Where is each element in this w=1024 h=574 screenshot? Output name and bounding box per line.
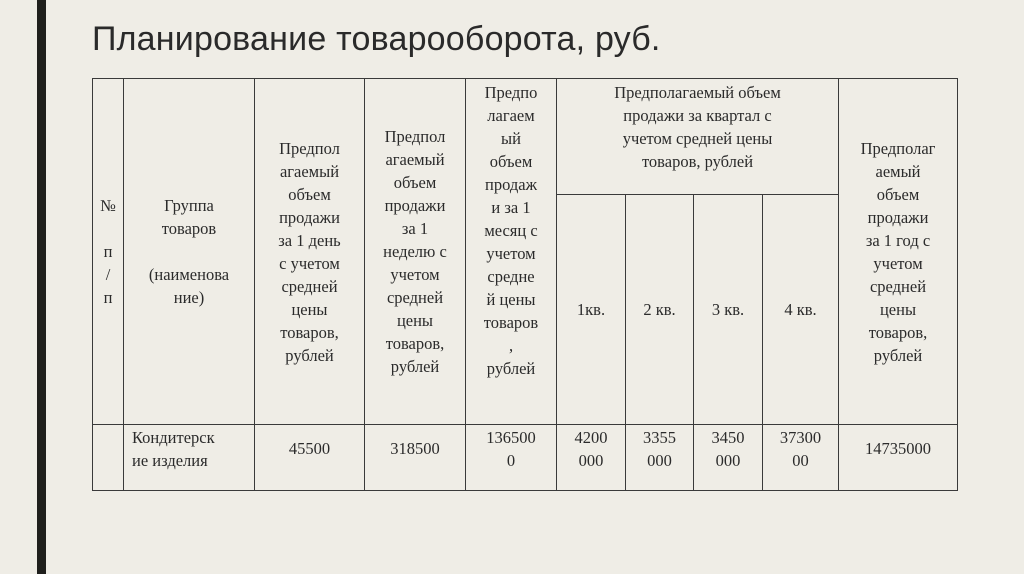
cell-group: Кондитерск ие изделия	[123, 424, 255, 491]
cell-year: 14735000	[838, 424, 959, 491]
slide-title: Планирование товарооборота, руб.	[92, 20, 661, 58]
header-q1: 1кв.	[556, 194, 626, 425]
header-day: Предпол агаемый объем продажи за 1 день …	[254, 78, 365, 425]
cell-q3: 3450 000	[693, 424, 763, 491]
header-year: Предполаг аемый объем продажи за 1 год с…	[838, 78, 959, 425]
header-group: Группа товаров (наименова ние)	[123, 78, 255, 425]
header-q2: 2 кв.	[625, 194, 694, 425]
header-q3: 3 кв.	[693, 194, 763, 425]
cell-q2: 3355 000	[625, 424, 694, 491]
cell-q1: 4200 000	[556, 424, 626, 491]
cell-day: 45500	[254, 424, 365, 491]
cell-q4: 37300 00	[761, 424, 840, 491]
cell-month: 136500 0	[465, 424, 557, 491]
slide-accent-bar	[37, 0, 46, 574]
header-week: Предпол агаемый объем продажи за 1 недел…	[364, 78, 466, 425]
cell-num	[92, 424, 124, 491]
header-num: № п / п	[92, 78, 124, 425]
table-row: Кондитерск ие изделия 45500 318500 13650…	[92, 424, 959, 491]
cell-week: 318500	[364, 424, 466, 491]
header-month: Предпо лагаем ый объем продаж и за 1 мес…	[465, 78, 557, 425]
header-q4: 4 кв.	[761, 194, 840, 425]
turnover-table: № п / п Группа товаров (наименова ние) П…	[92, 78, 959, 491]
header-quarter-group: Предполагаемый объем продажи за квартал …	[555, 78, 840, 195]
